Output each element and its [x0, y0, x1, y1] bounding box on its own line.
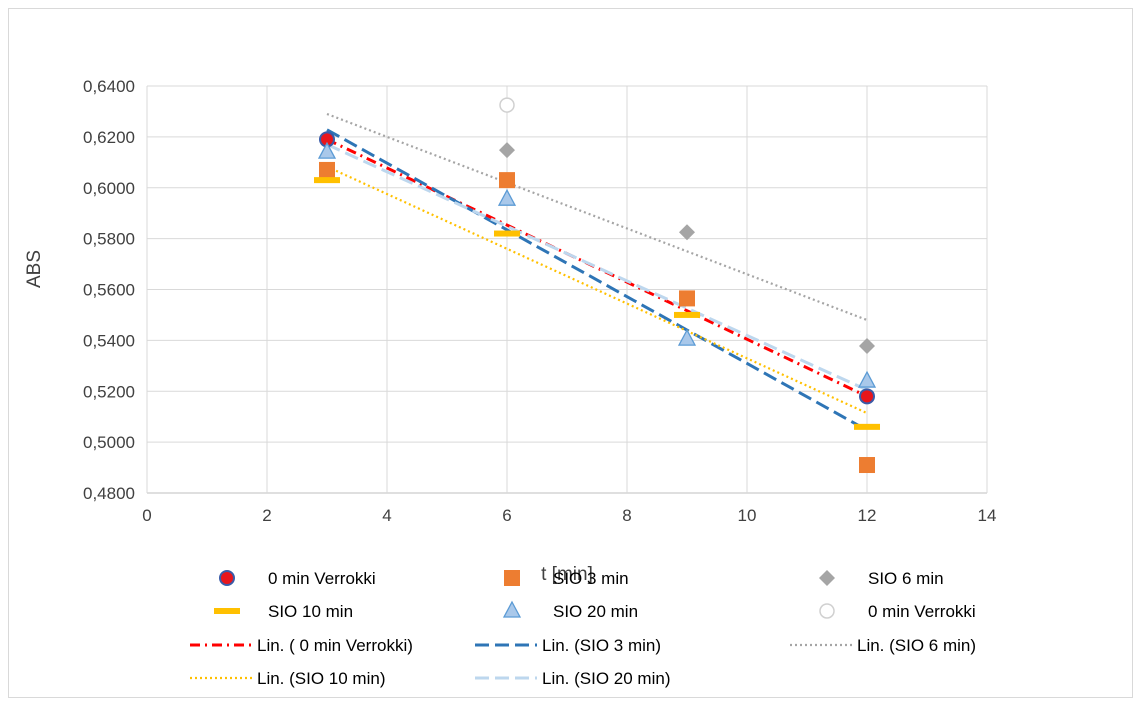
y-tick-label: 0,5200: [83, 382, 135, 401]
x-tick-label: 6: [502, 506, 511, 525]
legend-label: SIO 3 min: [553, 569, 629, 588]
x-tick-label: 8: [622, 506, 631, 525]
y-axis-title: ABS: [24, 250, 45, 288]
y-tick-label: 0,4800: [83, 484, 135, 503]
y-tick-label: 0,5800: [83, 230, 135, 249]
data-point: [502, 600, 522, 618]
data-point: [504, 570, 520, 586]
x-tick-label: 10: [738, 506, 757, 525]
x-tick-label: 0: [142, 506, 151, 525]
data-point: [859, 388, 875, 405]
trendline: [326, 112, 868, 322]
trendline: [326, 143, 868, 392]
y-tick-label: 0,5000: [83, 433, 135, 452]
legend-label: Lin. ( 0 min Verrokki): [257, 636, 413, 655]
data-point: [857, 370, 877, 388]
legend-label: 0 min Verrokki: [268, 569, 376, 588]
data-point: [214, 608, 240, 614]
data-point: [314, 177, 340, 184]
y-tick-label: 0,5600: [83, 281, 135, 300]
data-point: [499, 97, 515, 113]
data-point: [859, 337, 875, 354]
legend-label: 0 min Verrokki: [868, 602, 976, 621]
legend-label: SIO 6 min: [868, 569, 944, 588]
y-tick-label: 0,6200: [83, 128, 135, 147]
data-point: [219, 570, 235, 586]
data-point: [859, 457, 875, 474]
data-point: [854, 423, 880, 430]
data-point: [677, 328, 697, 346]
legend-label: Lin. (SIO 20 min): [542, 669, 671, 688]
data-point: [679, 224, 695, 241]
tick-label-layer: 0,4800 0,5000 0,5200 0,5400 0,5600 0,5800 0,60…: [83, 77, 996, 525]
data-point: [494, 230, 520, 237]
data-point: [319, 161, 335, 178]
trendline: [326, 138, 868, 398]
legend-label: Lin. (SIO 10 min): [257, 669, 386, 688]
data-point: [819, 603, 835, 619]
legend-label: Lin. (SIO 6 min): [857, 636, 976, 655]
legend: 0 min Verrokki SIO 3 min SIO 6 min SIO 10 m…: [190, 569, 976, 688]
data-point: [819, 570, 835, 586]
marker-layer: [314, 97, 880, 474]
data-point: [499, 172, 515, 189]
x-tick-label: 12: [858, 506, 877, 525]
data-point: [497, 188, 517, 206]
x-tick-label: 4: [382, 506, 391, 525]
data-point: [317, 141, 337, 159]
chart-area: [8, 8, 1133, 698]
y-tick-label: 0,5400: [83, 331, 135, 350]
legend-label: SIO 10 min: [268, 602, 353, 621]
trendline: [326, 165, 868, 415]
trendline: [326, 128, 868, 432]
data-point: [679, 290, 695, 307]
x-tick-label: 14: [978, 506, 997, 525]
data-point: [499, 142, 515, 159]
y-tick-label: 0,6400: [83, 77, 135, 96]
data-point: [674, 311, 700, 318]
y-tick-label: 0,6000: [83, 179, 135, 198]
grid-layer: [146, 85, 988, 494]
legend-label: SIO 20 min: [553, 602, 638, 621]
x-tick-label: 2: [262, 506, 271, 525]
x-axis-title: t [min]: [541, 564, 593, 585]
trendline-layer: [326, 112, 868, 432]
legend-label: Lin. (SIO 3 min): [542, 636, 661, 655]
